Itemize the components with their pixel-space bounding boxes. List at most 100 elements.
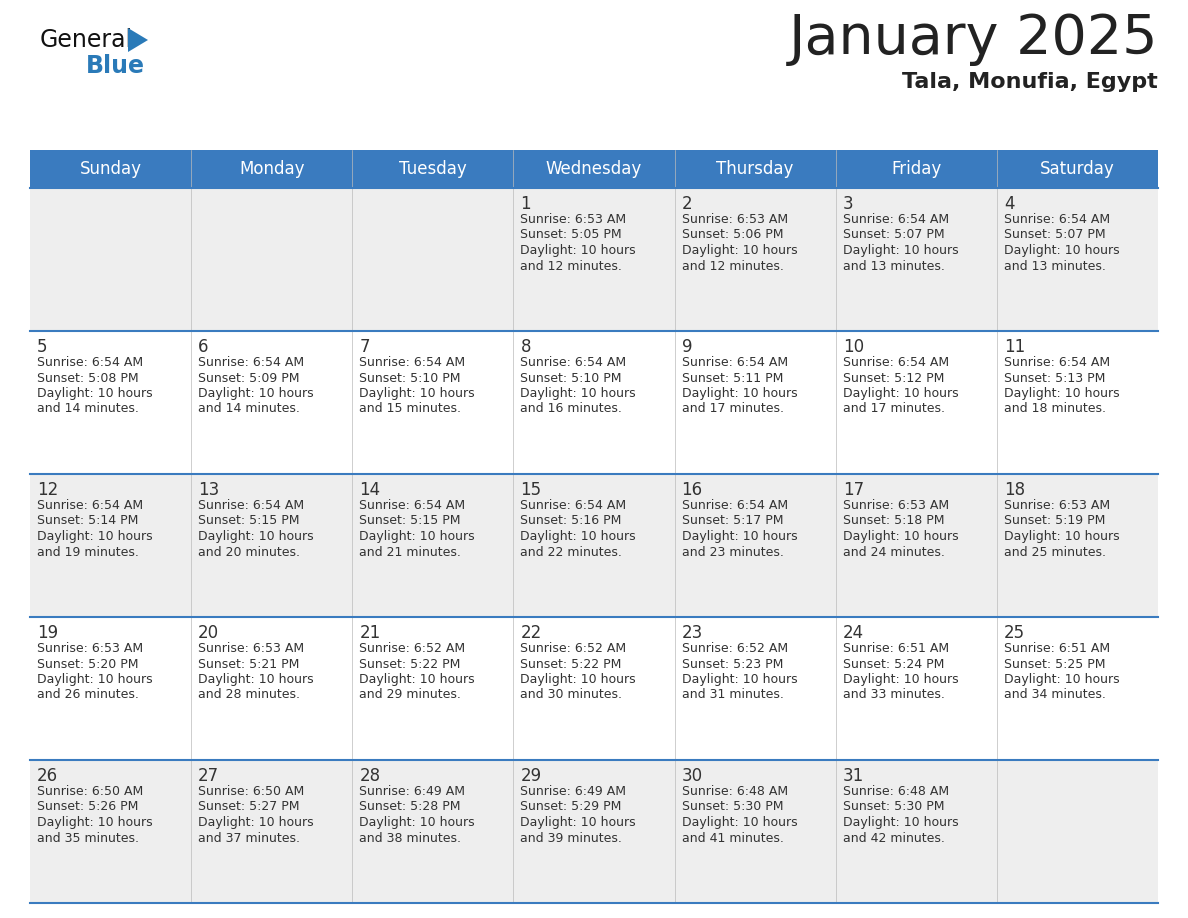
Text: Sunrise: 6:52 AM: Sunrise: 6:52 AM: [359, 642, 466, 655]
Text: and 17 minutes.: and 17 minutes.: [842, 402, 944, 416]
Text: Sunset: 5:27 PM: Sunset: 5:27 PM: [198, 800, 299, 813]
Text: and 28 minutes.: and 28 minutes.: [198, 688, 301, 701]
Text: Sunrise: 6:54 AM: Sunrise: 6:54 AM: [520, 356, 626, 369]
Text: Sunset: 5:13 PM: Sunset: 5:13 PM: [1004, 372, 1105, 385]
Text: Sunset: 5:10 PM: Sunset: 5:10 PM: [520, 372, 623, 385]
Text: Tala, Monufia, Egypt: Tala, Monufia, Egypt: [902, 72, 1158, 92]
Text: 10: 10: [842, 338, 864, 356]
Text: 20: 20: [198, 624, 220, 642]
Text: January 2025: January 2025: [789, 12, 1158, 66]
Text: Sunset: 5:10 PM: Sunset: 5:10 PM: [359, 372, 461, 385]
Text: 30: 30: [682, 767, 702, 785]
Text: Sunrise: 6:49 AM: Sunrise: 6:49 AM: [520, 785, 626, 798]
Text: 14: 14: [359, 481, 380, 499]
Text: Sunset: 5:28 PM: Sunset: 5:28 PM: [359, 800, 461, 813]
Text: Daylight: 10 hours: Daylight: 10 hours: [198, 673, 314, 686]
Text: Sunset: 5:06 PM: Sunset: 5:06 PM: [682, 229, 783, 241]
Text: 12: 12: [37, 481, 58, 499]
Text: 11: 11: [1004, 338, 1025, 356]
Text: Friday: Friday: [891, 160, 941, 178]
Text: and 12 minutes.: and 12 minutes.: [520, 260, 623, 273]
Text: and 22 minutes.: and 22 minutes.: [520, 545, 623, 558]
Text: Daylight: 10 hours: Daylight: 10 hours: [682, 673, 797, 686]
Text: and 18 minutes.: and 18 minutes.: [1004, 402, 1106, 416]
Text: Sunrise: 6:54 AM: Sunrise: 6:54 AM: [520, 499, 626, 512]
Text: Daylight: 10 hours: Daylight: 10 hours: [359, 673, 475, 686]
Text: Daylight: 10 hours: Daylight: 10 hours: [682, 816, 797, 829]
Text: Sunset: 5:30 PM: Sunset: 5:30 PM: [682, 800, 783, 813]
Text: 17: 17: [842, 481, 864, 499]
Text: 3: 3: [842, 195, 853, 213]
Text: Sunrise: 6:54 AM: Sunrise: 6:54 AM: [359, 499, 466, 512]
Text: Daylight: 10 hours: Daylight: 10 hours: [682, 244, 797, 257]
Text: and 41 minutes.: and 41 minutes.: [682, 832, 783, 845]
Text: and 16 minutes.: and 16 minutes.: [520, 402, 623, 416]
Text: Daylight: 10 hours: Daylight: 10 hours: [842, 673, 959, 686]
Text: Sunset: 5:08 PM: Sunset: 5:08 PM: [37, 372, 139, 385]
Text: 8: 8: [520, 338, 531, 356]
Text: 24: 24: [842, 624, 864, 642]
Text: Wednesday: Wednesday: [545, 160, 643, 178]
Text: and 29 minutes.: and 29 minutes.: [359, 688, 461, 701]
Text: Sunrise: 6:54 AM: Sunrise: 6:54 AM: [37, 356, 143, 369]
Text: and 38 minutes.: and 38 minutes.: [359, 832, 461, 845]
Text: and 23 minutes.: and 23 minutes.: [682, 545, 783, 558]
Text: and 13 minutes.: and 13 minutes.: [1004, 260, 1106, 273]
Text: Sunrise: 6:52 AM: Sunrise: 6:52 AM: [520, 642, 626, 655]
Text: Sunrise: 6:50 AM: Sunrise: 6:50 AM: [37, 785, 144, 798]
Text: Sunrise: 6:54 AM: Sunrise: 6:54 AM: [682, 356, 788, 369]
Text: Sunrise: 6:50 AM: Sunrise: 6:50 AM: [198, 785, 304, 798]
Text: 23: 23: [682, 624, 703, 642]
Text: 7: 7: [359, 338, 369, 356]
Text: Sunday: Sunday: [80, 160, 141, 178]
Text: Sunset: 5:07 PM: Sunset: 5:07 PM: [1004, 229, 1106, 241]
Text: 19: 19: [37, 624, 58, 642]
Text: Sunset: 5:09 PM: Sunset: 5:09 PM: [198, 372, 299, 385]
Bar: [30, 617, 1158, 760]
Text: and 12 minutes.: and 12 minutes.: [682, 260, 783, 273]
Text: Daylight: 10 hours: Daylight: 10 hours: [198, 387, 314, 400]
Text: 13: 13: [198, 481, 220, 499]
Text: Daylight: 10 hours: Daylight: 10 hours: [1004, 530, 1119, 543]
Text: Daylight: 10 hours: Daylight: 10 hours: [37, 530, 152, 543]
Text: Daylight: 10 hours: Daylight: 10 hours: [1004, 244, 1119, 257]
Text: 15: 15: [520, 481, 542, 499]
Text: Sunrise: 6:54 AM: Sunrise: 6:54 AM: [198, 499, 304, 512]
Bar: [30, 474, 1158, 617]
Text: Sunrise: 6:53 AM: Sunrise: 6:53 AM: [842, 499, 949, 512]
Text: and 20 minutes.: and 20 minutes.: [198, 545, 301, 558]
Text: Daylight: 10 hours: Daylight: 10 hours: [520, 673, 636, 686]
Text: 28: 28: [359, 767, 380, 785]
Text: 16: 16: [682, 481, 702, 499]
Text: and 30 minutes.: and 30 minutes.: [520, 688, 623, 701]
Text: and 15 minutes.: and 15 minutes.: [359, 402, 461, 416]
Text: Sunrise: 6:54 AM: Sunrise: 6:54 AM: [682, 499, 788, 512]
Text: Daylight: 10 hours: Daylight: 10 hours: [359, 816, 475, 829]
Text: Sunset: 5:20 PM: Sunset: 5:20 PM: [37, 657, 139, 670]
Text: Sunset: 5:23 PM: Sunset: 5:23 PM: [682, 657, 783, 670]
Text: 4: 4: [1004, 195, 1015, 213]
Text: 22: 22: [520, 624, 542, 642]
Text: Sunrise: 6:51 AM: Sunrise: 6:51 AM: [842, 642, 949, 655]
Text: Daylight: 10 hours: Daylight: 10 hours: [1004, 673, 1119, 686]
Text: Sunrise: 6:53 AM: Sunrise: 6:53 AM: [198, 642, 304, 655]
Text: 26: 26: [37, 767, 58, 785]
Text: Thursday: Thursday: [716, 160, 794, 178]
Text: Sunset: 5:15 PM: Sunset: 5:15 PM: [359, 514, 461, 528]
Text: Daylight: 10 hours: Daylight: 10 hours: [842, 816, 959, 829]
Text: and 19 minutes.: and 19 minutes.: [37, 545, 139, 558]
Text: Sunrise: 6:54 AM: Sunrise: 6:54 AM: [359, 356, 466, 369]
Text: and 31 minutes.: and 31 minutes.: [682, 688, 783, 701]
Text: 1: 1: [520, 195, 531, 213]
Text: Sunset: 5:21 PM: Sunset: 5:21 PM: [198, 657, 299, 670]
Text: Sunrise: 6:48 AM: Sunrise: 6:48 AM: [842, 785, 949, 798]
Text: Daylight: 10 hours: Daylight: 10 hours: [198, 816, 314, 829]
Text: Daylight: 10 hours: Daylight: 10 hours: [359, 387, 475, 400]
Text: and 33 minutes.: and 33 minutes.: [842, 688, 944, 701]
Text: General: General: [40, 28, 133, 52]
Text: Daylight: 10 hours: Daylight: 10 hours: [37, 816, 152, 829]
Text: Sunrise: 6:53 AM: Sunrise: 6:53 AM: [682, 213, 788, 226]
Text: Sunset: 5:18 PM: Sunset: 5:18 PM: [842, 514, 944, 528]
Bar: [30, 331, 1158, 474]
Text: Sunrise: 6:48 AM: Sunrise: 6:48 AM: [682, 785, 788, 798]
